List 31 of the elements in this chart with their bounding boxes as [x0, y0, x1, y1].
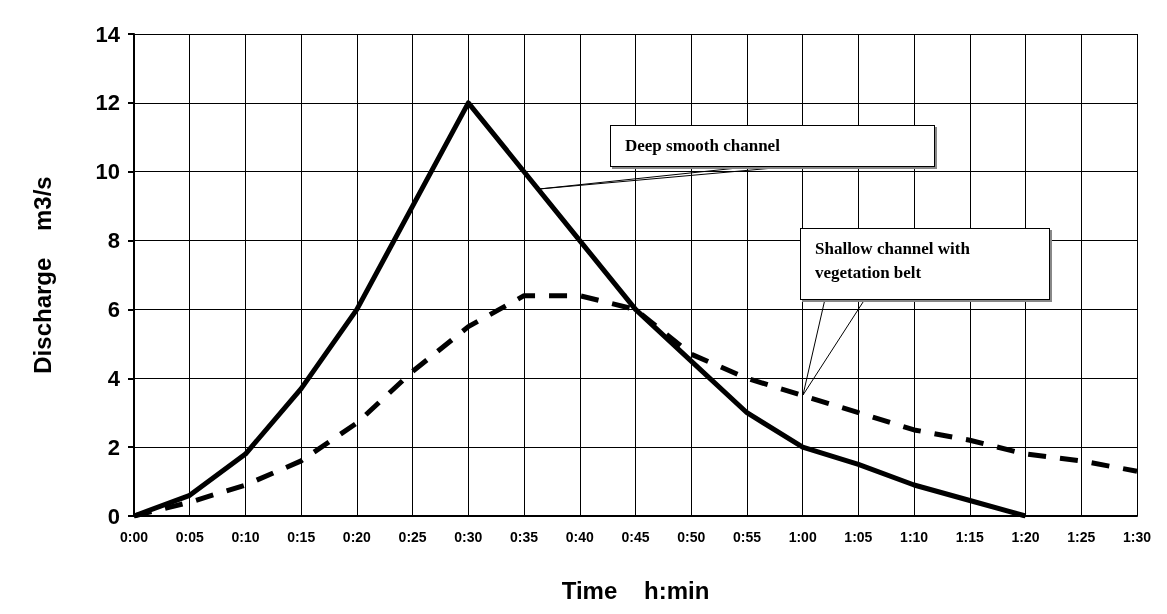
y-tick-label: 0 [107, 503, 120, 529]
x-tick-label: 0:45 [621, 529, 650, 545]
x-tick-label: 0:20 [342, 529, 372, 545]
y-tick-label: 8 [107, 228, 120, 254]
note-box: Deep smooth channel [610, 125, 935, 167]
x-tick-label: 1:15 [955, 529, 985, 545]
y-tick-label: 6 [107, 296, 120, 322]
y-tick-label: 12 [95, 90, 120, 116]
x-tick-label: 0:00 [119, 529, 149, 545]
x-tick-label: 1:10 [900, 529, 929, 545]
x-tick-label: 0:10 [231, 529, 260, 545]
x-tick-label: 0:25 [398, 529, 427, 545]
x-tick-label: 0:50 [677, 529, 706, 545]
x-tick-label: 1:30 [1122, 529, 1152, 545]
x-tick-label: 0:40 [565, 529, 594, 545]
x-tick-label: 1:05 [844, 529, 873, 545]
x-tick-label: 0:55 [732, 529, 762, 545]
x-tick-label: 1:00 [788, 529, 817, 545]
x-tick-label: 0:35 [510, 529, 539, 545]
y-tick-label: 10 [95, 159, 120, 185]
x-tick-label: 0:15 [287, 529, 316, 545]
y-tick-label: 4 [107, 365, 121, 391]
y-tick-label: 2 [107, 434, 120, 460]
y-axis-title: Discharge m3/s [28, 176, 56, 374]
y-tick-label: 14 [95, 21, 121, 47]
note-box: Shallow channel with vegetation belt [800, 228, 1050, 300]
x-tick-label: 1:20 [1011, 529, 1040, 545]
x-tick-label: 0:30 [454, 529, 483, 545]
x-tick-label: 1:25 [1067, 529, 1096, 545]
x-axis-title: Time h:min [561, 576, 710, 604]
x-tick-label: 0:05 [175, 529, 204, 545]
